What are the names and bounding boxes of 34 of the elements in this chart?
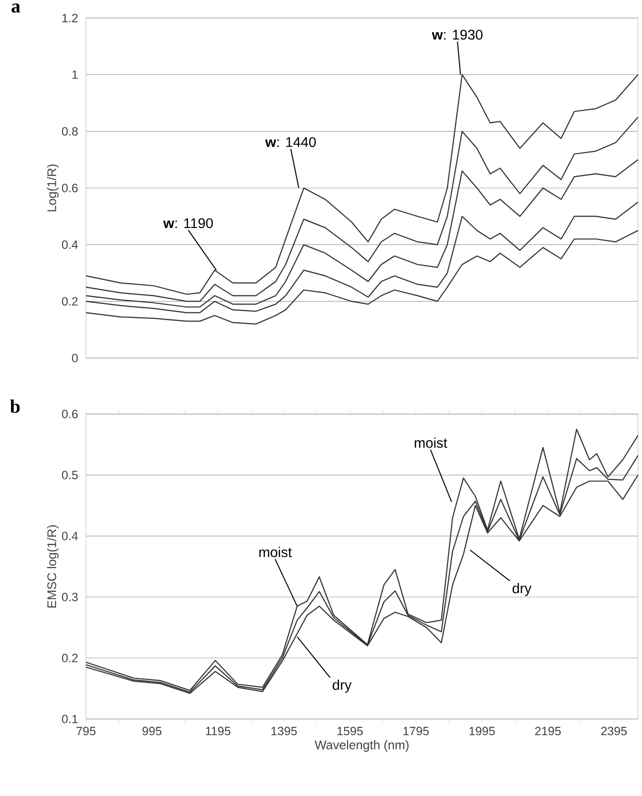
y-tick-label: 1.2: [62, 14, 78, 22]
y-tick-label: 0: [72, 354, 78, 362]
annotation: w: 1440: [265, 137, 316, 148]
y-tick-label: 0.5: [62, 470, 78, 480]
y-tick-label: 0.6: [62, 410, 78, 418]
x-tick-label: 2195: [535, 726, 561, 736]
annotation: w: 1190: [163, 218, 213, 228]
y-tick-label: 0.4: [62, 240, 78, 249]
x-tick-label: 1795: [404, 726, 429, 736]
y-tick-label: 0.2: [62, 297, 78, 306]
annotation: dry: [512, 583, 532, 596]
annotation: w: 1930: [432, 30, 482, 40]
y-tick-label: 0.2: [62, 654, 78, 662]
y-axis-title: EMSC log(1/R): [46, 525, 59, 608]
x-tick-label: 2395: [601, 726, 627, 736]
y-tick-label: 0.1: [62, 714, 78, 724]
y-tick-label: 0.3: [62, 592, 78, 602]
annotation: dry: [332, 680, 352, 693]
y-tick-label: 1: [72, 70, 78, 79]
y-tick-label: 0.6: [62, 184, 78, 192]
y-tick-label: 0.8: [62, 127, 78, 136]
annotation: moist: [414, 438, 448, 448]
x-axis-title: Wavelength (nm): [314, 740, 409, 752]
x-tick-label: 1595: [338, 726, 363, 736]
y-axis-title: Log(1/R): [46, 164, 59, 212]
y-tick-label: 0.4: [62, 532, 78, 540]
x-tick-label: 1995: [469, 726, 495, 736]
x-tick-label: 995: [142, 726, 162, 736]
x-tick-label: 1395: [272, 726, 297, 736]
annotation: moist: [259, 546, 292, 558]
x-tick-label: 1195: [206, 726, 230, 736]
chart-title: b: [10, 400, 20, 413]
x-tick-label: 795: [76, 726, 96, 736]
chart-title: a: [12, 4, 20, 13]
